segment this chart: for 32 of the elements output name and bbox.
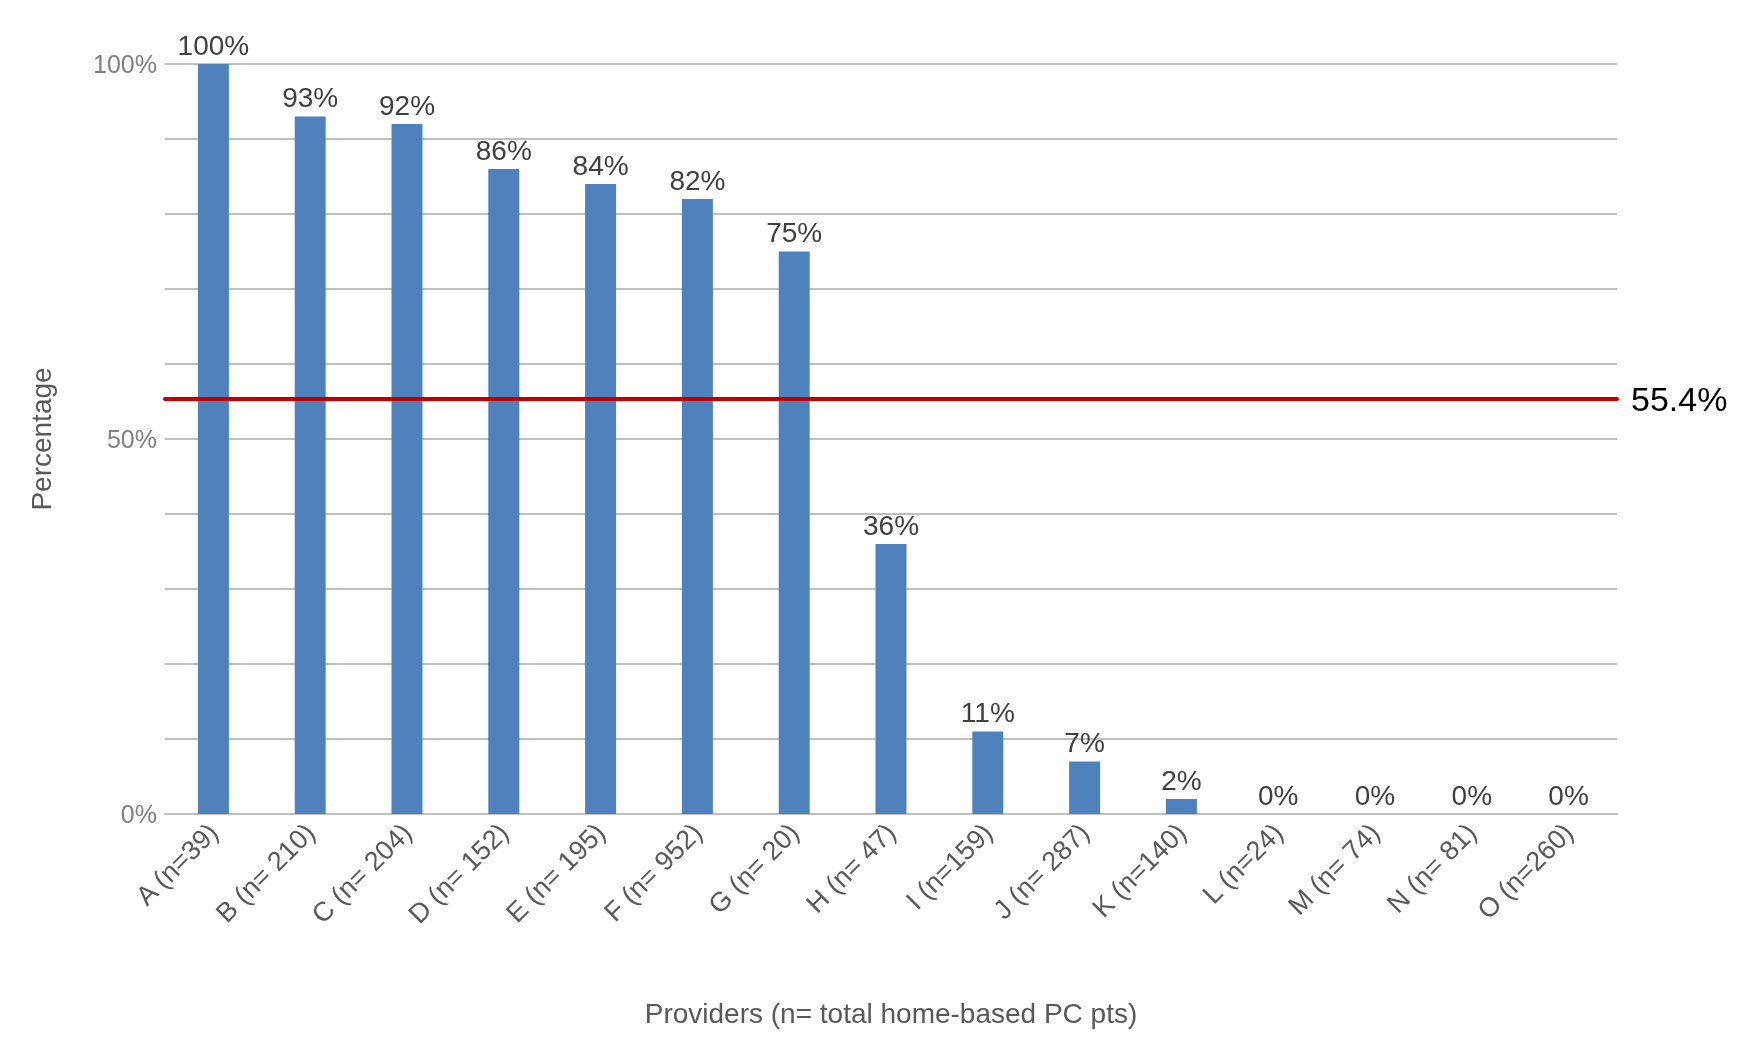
data-label: 93% bbox=[282, 82, 339, 113]
bar bbox=[875, 544, 907, 814]
bar bbox=[488, 169, 520, 814]
data-label: 86% bbox=[475, 134, 532, 166]
data-label: 84% bbox=[572, 149, 629, 181]
data-label: 82% bbox=[669, 164, 726, 196]
bar bbox=[197, 64, 229, 814]
data-label: 100% bbox=[177, 29, 250, 61]
bar bbox=[681, 199, 713, 814]
bar bbox=[391, 124, 423, 814]
data-label: 36% bbox=[862, 509, 920, 541]
bar bbox=[1069, 761, 1101, 814]
bar bbox=[1165, 799, 1197, 814]
bar bbox=[294, 116, 326, 814]
data-label: 2% bbox=[1161, 764, 1202, 796]
data-label: 0% bbox=[1257, 779, 1299, 811]
y-axis-title: Percentage bbox=[25, 367, 57, 511]
data-label: 92% bbox=[378, 89, 436, 121]
bar bbox=[585, 184, 617, 814]
data-label: 0% bbox=[1451, 779, 1493, 811]
ref-line-label: 55.4% bbox=[1631, 379, 1728, 418]
data-label: 0% bbox=[1354, 779, 1396, 811]
data-label: 11% bbox=[960, 697, 1015, 728]
data-label: 0% bbox=[1548, 779, 1589, 811]
bar bbox=[972, 731, 1004, 814]
data-label: 75% bbox=[766, 217, 823, 248]
bar bbox=[778, 251, 810, 814]
x-axis-title: Providers (n= total home-based PC pts) bbox=[644, 997, 1138, 1029]
data-label: 7% bbox=[1064, 727, 1105, 758]
y-tick-label: 0% bbox=[120, 800, 157, 828]
y-tick-label: 100% bbox=[93, 50, 157, 78]
y-tick-label: 50% bbox=[106, 425, 157, 453]
